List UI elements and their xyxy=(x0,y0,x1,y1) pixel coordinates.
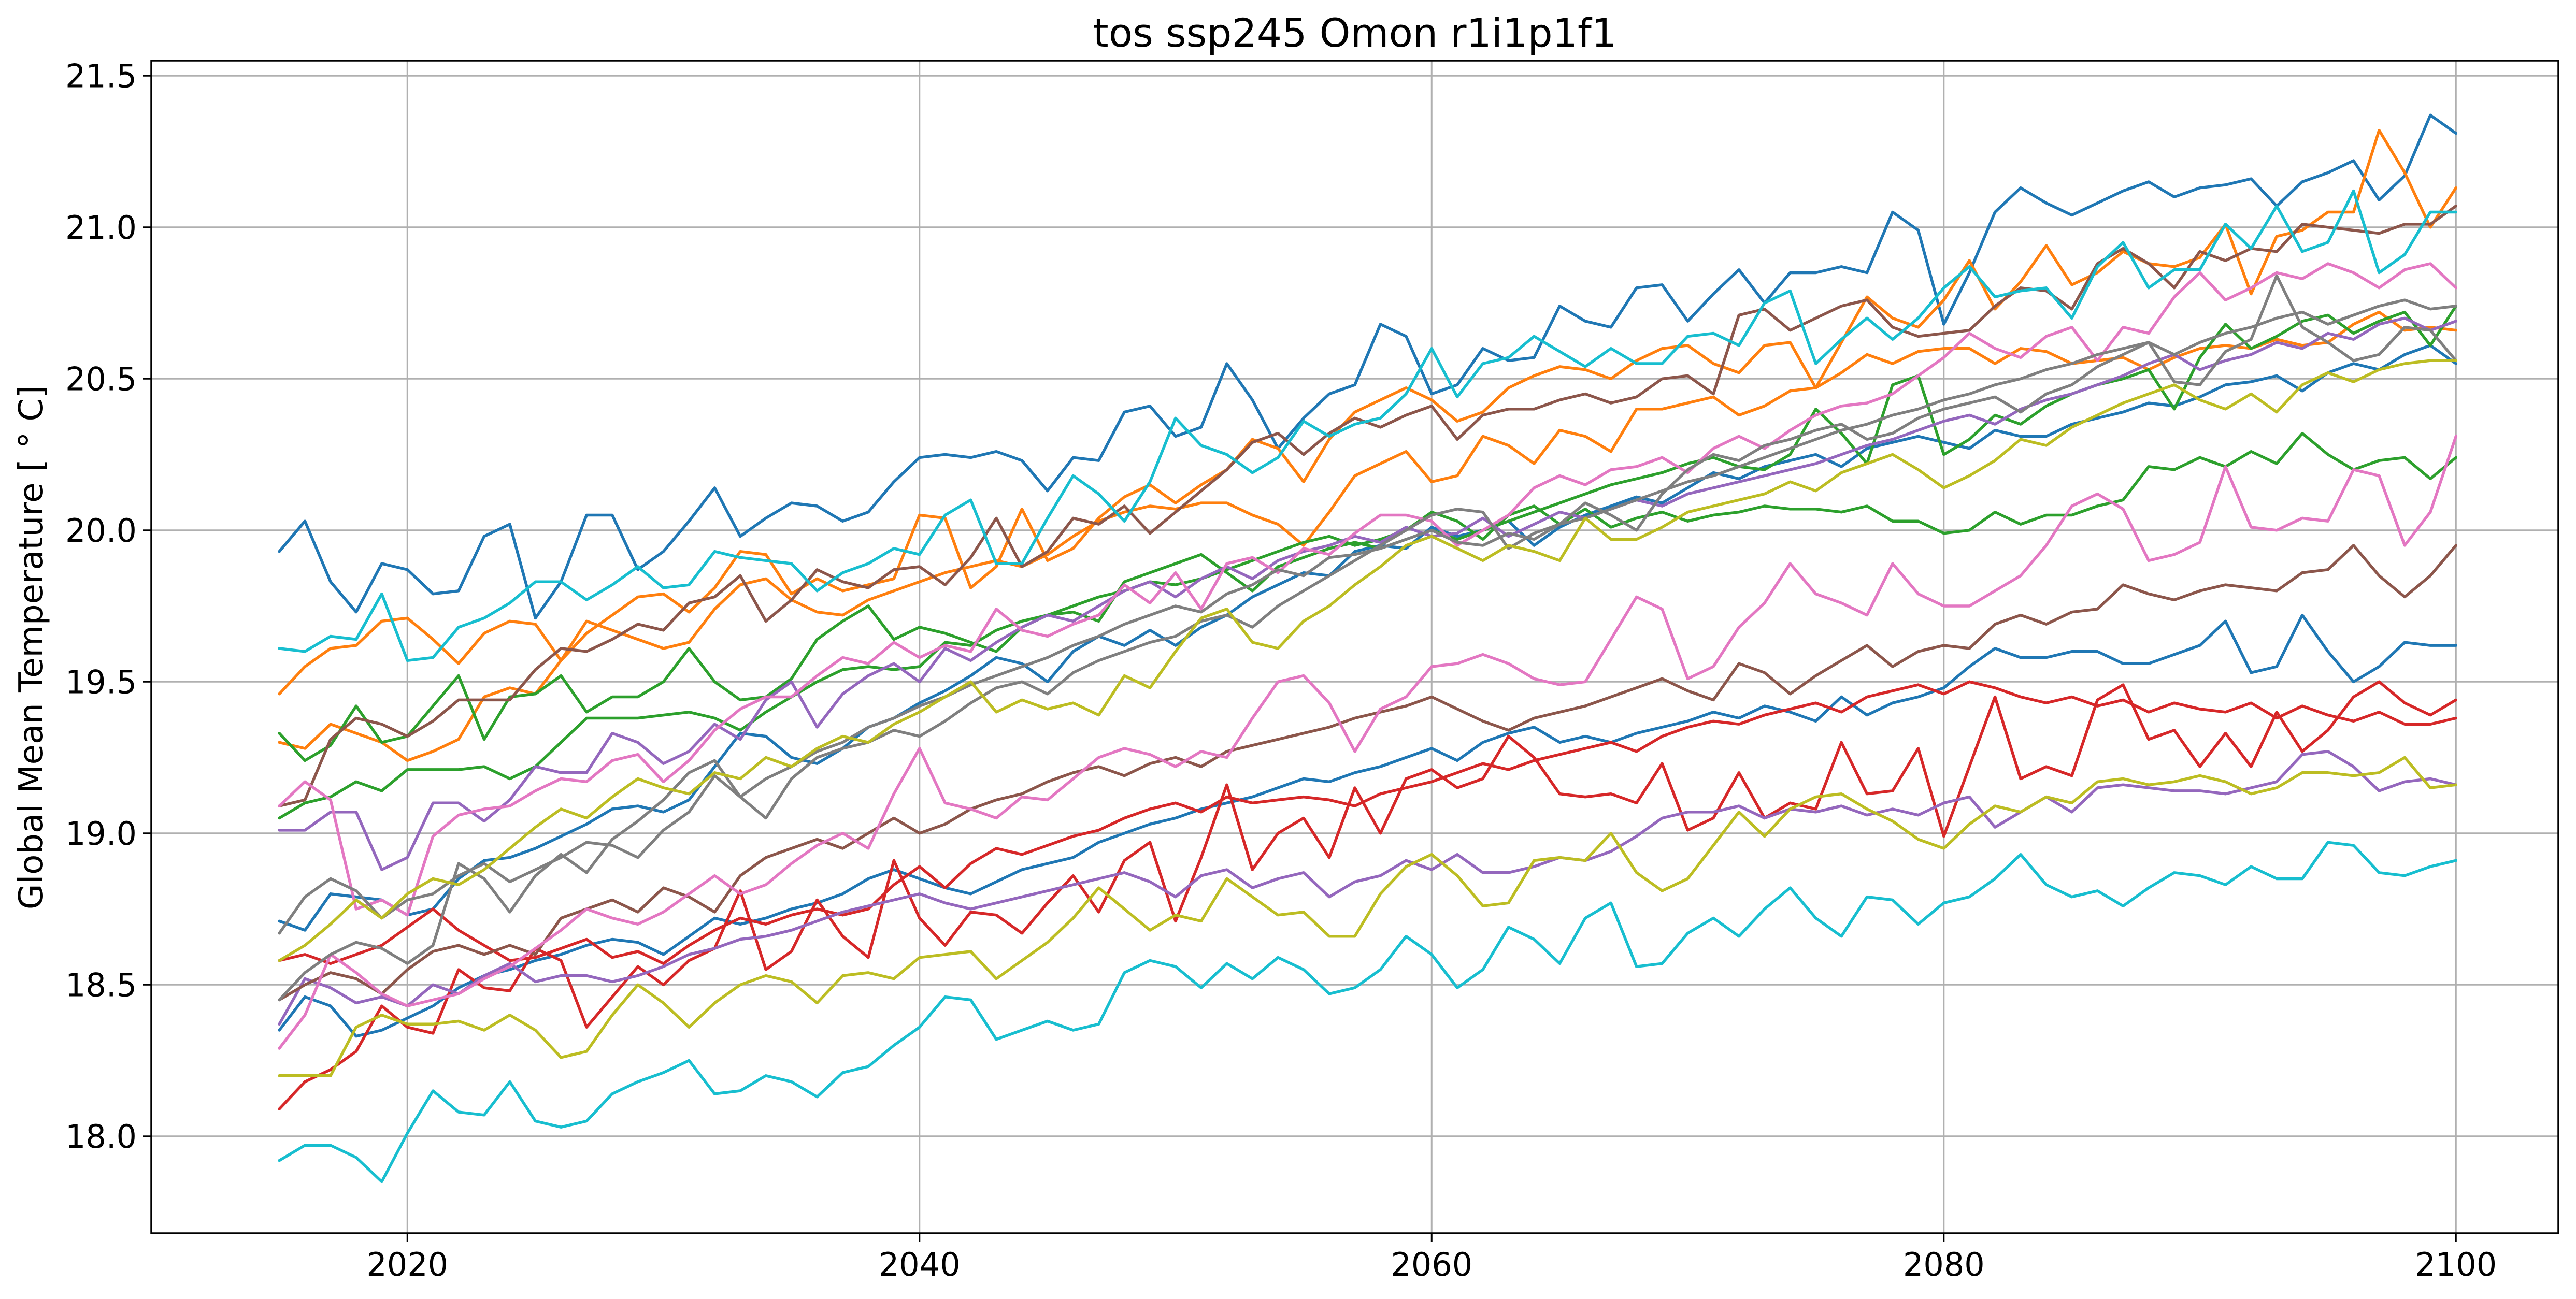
x-tick-label: 2080 xyxy=(1903,1246,1985,1283)
x-axis-ticks: 2020 2040 2060 2080 2100 xyxy=(366,1233,2497,1283)
y-tick-label: 18.0 xyxy=(65,1118,137,1156)
y-tick-label: 21.0 xyxy=(65,209,137,247)
y-tick-label: 20.5 xyxy=(65,360,137,398)
chart-title: tos ssp245 Omon r1i1p1f1 xyxy=(1093,10,1616,56)
series-line xyxy=(278,435,2458,1050)
series-line xyxy=(278,359,2458,962)
series-line xyxy=(278,310,2458,762)
series-line xyxy=(278,431,2458,820)
series-line xyxy=(278,298,2458,1002)
y-tick-label: 21.5 xyxy=(65,57,137,95)
x-tick-label: 2060 xyxy=(1391,1246,1472,1283)
y-tick-label: 18.5 xyxy=(65,966,137,1004)
series-line xyxy=(278,841,2458,1183)
series-line xyxy=(278,750,2458,1026)
series-line xyxy=(278,613,2458,1038)
y-axis-ticks: 18.0 18.5 19.0 19.5 20.0 20.5 21.0 21.5 xyxy=(65,57,151,1156)
y-tick-label: 19.5 xyxy=(65,663,137,701)
y-tick-label: 19.0 xyxy=(65,815,137,853)
plot-area-frame xyxy=(150,60,2559,1234)
series-line xyxy=(278,316,2458,871)
series-line xyxy=(278,756,2458,1077)
series-line xyxy=(278,113,2458,620)
series-line xyxy=(278,274,2458,935)
x-tick-label: 2040 xyxy=(879,1246,961,1283)
series-line xyxy=(278,680,2458,1110)
x-tick-label: 2020 xyxy=(366,1246,448,1283)
y-tick-label: 20.0 xyxy=(65,512,137,550)
series-line xyxy=(278,189,2458,662)
series-line xyxy=(278,680,2458,965)
y-axis-label: Global Mean Temperature [ ° C] xyxy=(12,385,51,910)
series-lines xyxy=(278,113,2458,1183)
series-line xyxy=(278,544,2458,1002)
series-line xyxy=(278,344,2458,932)
series-line xyxy=(278,205,2458,807)
x-tick-label: 2100 xyxy=(2415,1246,2497,1283)
